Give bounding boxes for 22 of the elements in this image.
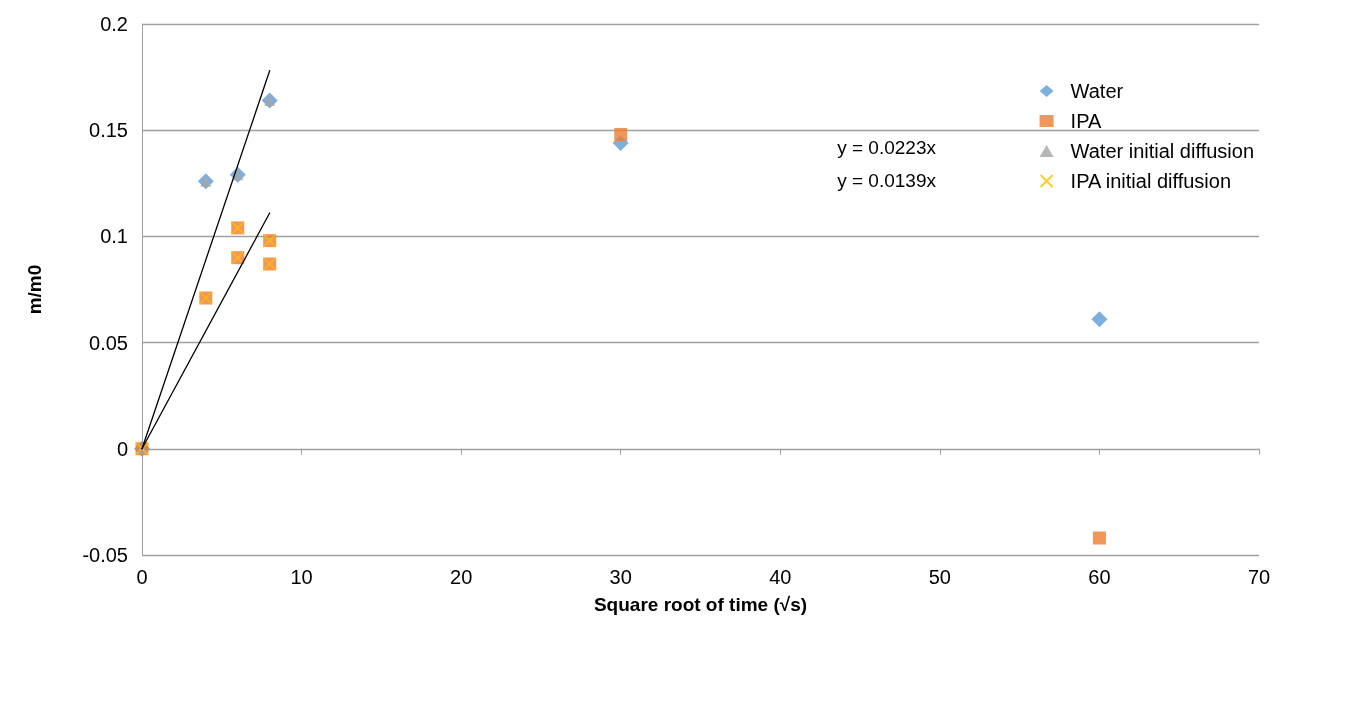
y-tick-label: 0.15 bbox=[89, 119, 128, 142]
y-tick-label: 0.2 bbox=[100, 13, 128, 35]
y-tick-label: 0.1 bbox=[100, 225, 128, 248]
x-tick-label: 60 bbox=[1088, 566, 1111, 588]
x-axis-title: Square root of time (√s) bbox=[593, 594, 808, 615]
x-tick-label: 50 bbox=[928, 566, 951, 588]
legend-label: Water bbox=[1070, 80, 1124, 102]
y-tick-label: 0 bbox=[116, 437, 128, 460]
y-axis-title: m/m0 bbox=[24, 264, 45, 315]
y-tick-label: 0.05 bbox=[89, 331, 128, 354]
x-tick-label: 40 bbox=[769, 566, 792, 588]
x-tick-label: 20 bbox=[450, 566, 473, 588]
x-tick-label: 70 bbox=[1247, 566, 1271, 588]
x-tick-label: 30 bbox=[609, 566, 632, 588]
legend-label: IPA bbox=[1070, 110, 1102, 132]
y-tick-label: -0.05 bbox=[82, 544, 128, 566]
legend-label: IPA initial diffusion bbox=[1070, 170, 1232, 192]
legend-label: Water initial diffusion bbox=[1070, 140, 1254, 162]
x-tick-label: 10 bbox=[290, 566, 313, 588]
annotation: y = 0.0139x bbox=[837, 170, 937, 191]
x-tick-label: 0 bbox=[136, 566, 148, 588]
annotation: y = 0.0223x bbox=[837, 137, 937, 158]
